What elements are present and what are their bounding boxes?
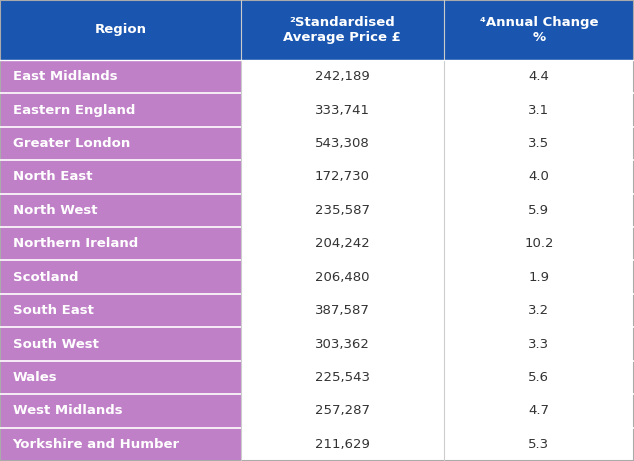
Bar (444, 260, 634, 294)
Bar (0, 327, 241, 361)
Bar (0, 93, 241, 127)
Text: 257,287: 257,287 (315, 404, 370, 417)
Bar (0, 227, 241, 260)
Bar (241, 394, 444, 428)
Text: 206,480: 206,480 (315, 271, 370, 284)
Bar (0, 428, 241, 461)
Text: Yorkshire and Humber: Yorkshire and Humber (13, 438, 180, 451)
Bar (444, 227, 634, 260)
Bar (0, 60, 241, 93)
Text: Scotland: Scotland (13, 271, 78, 284)
Bar (241, 227, 444, 260)
Text: 3.5: 3.5 (528, 137, 550, 150)
Bar (241, 160, 444, 194)
Text: 5.6: 5.6 (528, 371, 550, 384)
Bar (444, 428, 634, 461)
Bar (0, 194, 241, 227)
Bar (444, 60, 634, 93)
Bar (241, 428, 444, 461)
Bar (241, 93, 444, 127)
Text: ²Standardised
Average Price £: ²Standardised Average Price £ (283, 16, 401, 44)
Text: 5.9: 5.9 (528, 204, 550, 217)
Text: East Midlands: East Midlands (13, 70, 117, 83)
Text: South West: South West (13, 337, 98, 350)
Bar (444, 327, 634, 361)
Text: 4.0: 4.0 (529, 171, 549, 183)
Text: 235,587: 235,587 (315, 204, 370, 217)
Text: 303,362: 303,362 (315, 337, 370, 350)
Text: North East: North East (13, 171, 92, 183)
Text: 4.7: 4.7 (528, 404, 550, 417)
Text: 387,587: 387,587 (315, 304, 370, 317)
Text: 333,741: 333,741 (315, 104, 370, 117)
Bar (444, 93, 634, 127)
Bar (241, 327, 444, 361)
Text: South East: South East (13, 304, 94, 317)
Bar (241, 60, 444, 93)
Bar (444, 127, 634, 160)
Text: 1.9: 1.9 (528, 271, 550, 284)
Bar (444, 394, 634, 428)
Text: Greater London: Greater London (13, 137, 130, 150)
Bar (241, 260, 444, 294)
Text: 242,189: 242,189 (315, 70, 370, 83)
Text: ⁴Annual Change
%: ⁴Annual Change % (480, 16, 598, 44)
Text: 4.4: 4.4 (529, 70, 549, 83)
Text: 204,242: 204,242 (315, 237, 370, 250)
Text: North West: North West (13, 204, 97, 217)
Bar (0, 294, 241, 327)
Bar (0, 0, 241, 60)
Text: 5.3: 5.3 (528, 438, 550, 451)
Text: 225,543: 225,543 (315, 371, 370, 384)
Text: Eastern England: Eastern England (13, 104, 135, 117)
Text: 10.2: 10.2 (524, 237, 553, 250)
Bar (0, 361, 241, 394)
Text: Wales: Wales (13, 371, 57, 384)
Bar (444, 160, 634, 194)
Text: 3.2: 3.2 (528, 304, 550, 317)
Bar (241, 294, 444, 327)
Bar (0, 394, 241, 428)
Bar (241, 361, 444, 394)
Bar (241, 0, 444, 60)
Bar (241, 194, 444, 227)
Bar (241, 127, 444, 160)
Bar (444, 361, 634, 394)
Text: 3.3: 3.3 (528, 337, 550, 350)
Bar (444, 0, 634, 60)
Bar (0, 260, 241, 294)
Text: West Midlands: West Midlands (13, 404, 122, 417)
Text: 172,730: 172,730 (315, 171, 370, 183)
Bar (0, 127, 241, 160)
Bar (444, 194, 634, 227)
Text: Northern Ireland: Northern Ireland (13, 237, 138, 250)
Text: Region: Region (94, 24, 146, 36)
Bar (0, 160, 241, 194)
Text: 543,308: 543,308 (315, 137, 370, 150)
Text: 211,629: 211,629 (315, 438, 370, 451)
Text: 3.1: 3.1 (528, 104, 550, 117)
Bar (444, 294, 634, 327)
